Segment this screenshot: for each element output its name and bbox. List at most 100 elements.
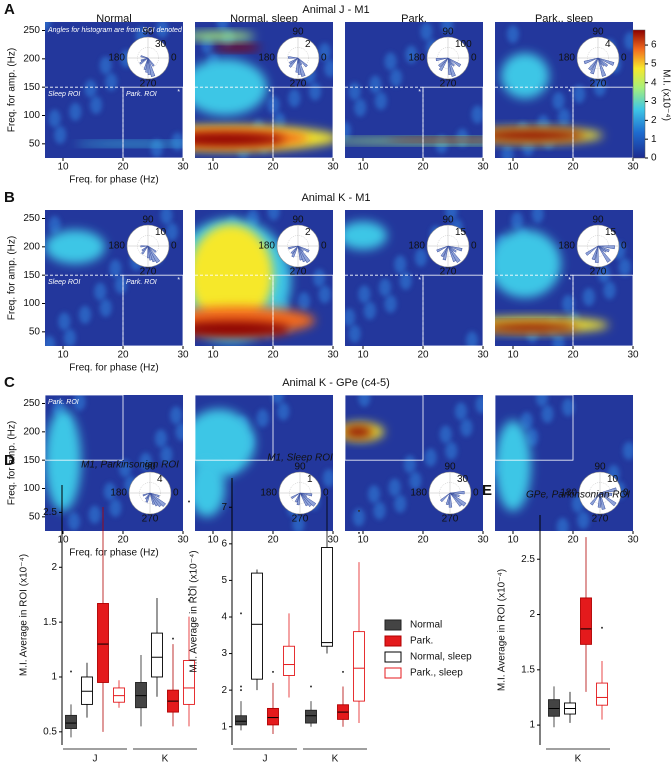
polar-angle: 90	[144, 462, 156, 473]
texture	[531, 210, 544, 224]
hotspot	[195, 460, 225, 517]
texture	[388, 478, 401, 497]
roi-star: *	[568, 277, 571, 284]
polar-wedge	[140, 245, 149, 248]
outlier	[240, 689, 242, 692]
texture	[454, 402, 467, 421]
texture	[160, 210, 173, 225]
texture	[156, 22, 169, 38]
roi	[122, 274, 184, 347]
polar-wedge	[299, 492, 313, 497]
polar-angle: 0	[173, 488, 179, 499]
legend-label: Park., sleep	[410, 668, 463, 679]
heatmap-content	[345, 395, 483, 527]
polar-radius: 10	[155, 227, 167, 238]
heatmap	[195, 210, 334, 347]
heatmap-content	[345, 22, 483, 154]
texture	[103, 482, 116, 501]
box-title: M1, Parkinsonian ROI	[81, 460, 179, 471]
y-tick-label: 2	[221, 685, 227, 696]
texture	[352, 508, 365, 527]
polar-angle: 180	[408, 241, 425, 252]
hotspot	[195, 409, 255, 478]
texture	[414, 248, 427, 267]
texture	[456, 128, 469, 147]
texture	[267, 210, 280, 221]
y-axis-label: M.I. Average in ROI (x10⁻⁴)	[189, 550, 200, 672]
polar-wedge	[297, 245, 304, 253]
polar-angle: 90	[592, 215, 604, 226]
x-tick-label: 10	[357, 162, 369, 173]
texture	[154, 429, 167, 448]
polar-angle: 0	[471, 241, 477, 252]
polar-wedge	[449, 490, 465, 495]
polar-wedge	[440, 245, 449, 258]
polar-angle: 270	[440, 267, 457, 278]
polar-angle: 0	[621, 241, 627, 252]
texture	[394, 255, 407, 274]
texture	[582, 288, 595, 307]
hotspot	[387, 138, 483, 142]
polar-wedge	[436, 245, 449, 253]
panel-letter: D	[4, 452, 15, 469]
polar-angle: 270	[290, 267, 307, 278]
polar-radius: 4	[605, 39, 611, 50]
x-tick-label: 10	[357, 350, 369, 361]
texture	[475, 395, 483, 414]
outlier	[342, 670, 344, 673]
row-title: Animal K - M1	[301, 192, 370, 204]
x-tick-label: 10	[507, 535, 519, 546]
polar-wedge	[599, 492, 606, 510]
texture	[424, 448, 437, 467]
y-tick-label: 1.5	[521, 664, 535, 675]
y-tick-label: 0.5	[43, 726, 57, 737]
y-tick-label: 1	[529, 720, 535, 731]
outlier	[358, 531, 360, 534]
roi	[44, 394, 124, 461]
hotspot	[75, 141, 183, 147]
texture	[288, 89, 301, 108]
texture	[318, 285, 331, 304]
legend-label: Normal, sleep	[410, 652, 472, 663]
x-axis-label: Freq. for phase (Hz)	[69, 363, 158, 374]
texture	[552, 334, 565, 346]
texture	[354, 98, 367, 117]
colorbar-tick-label: 4	[651, 77, 657, 88]
hotspot	[345, 426, 374, 438]
roi	[422, 86, 484, 159]
polar-wedge	[449, 492, 467, 507]
texture	[460, 418, 473, 437]
legend-swatch	[384, 667, 402, 679]
hotspot	[195, 321, 291, 337]
texture	[435, 135, 448, 154]
heatmap-content	[495, 395, 633, 531]
x-tick-label: 20	[567, 535, 579, 546]
box	[353, 631, 365, 702]
polar-wedge	[438, 57, 449, 72]
y-tick-label: 50	[29, 326, 41, 337]
row-title: Animal K - GPe (c4-5)	[282, 377, 390, 389]
box	[267, 707, 279, 726]
x-tick-label: 30	[477, 535, 489, 546]
texture	[562, 398, 575, 417]
texture	[403, 455, 416, 474]
texture	[384, 294, 397, 313]
x-tick-label: 10	[57, 162, 69, 173]
polar-angle: 0	[171, 241, 177, 252]
polar-wedge	[597, 245, 610, 253]
panel-letter: E	[482, 482, 492, 499]
polar-wedge	[590, 57, 599, 75]
panel-letter: C	[4, 374, 15, 391]
texture	[119, 459, 132, 478]
legend-swatch	[384, 635, 402, 647]
polar-angle: 180	[408, 53, 425, 64]
texture	[273, 112, 286, 131]
texture	[348, 82, 361, 101]
box	[251, 572, 263, 680]
x-tick-label: 10	[57, 350, 69, 361]
y-tick-label: 6	[221, 538, 227, 549]
x-tick-label: 20	[117, 535, 129, 546]
colorbar-label: M.I. (x10⁻⁴)	[660, 69, 671, 121]
box	[305, 709, 317, 724]
